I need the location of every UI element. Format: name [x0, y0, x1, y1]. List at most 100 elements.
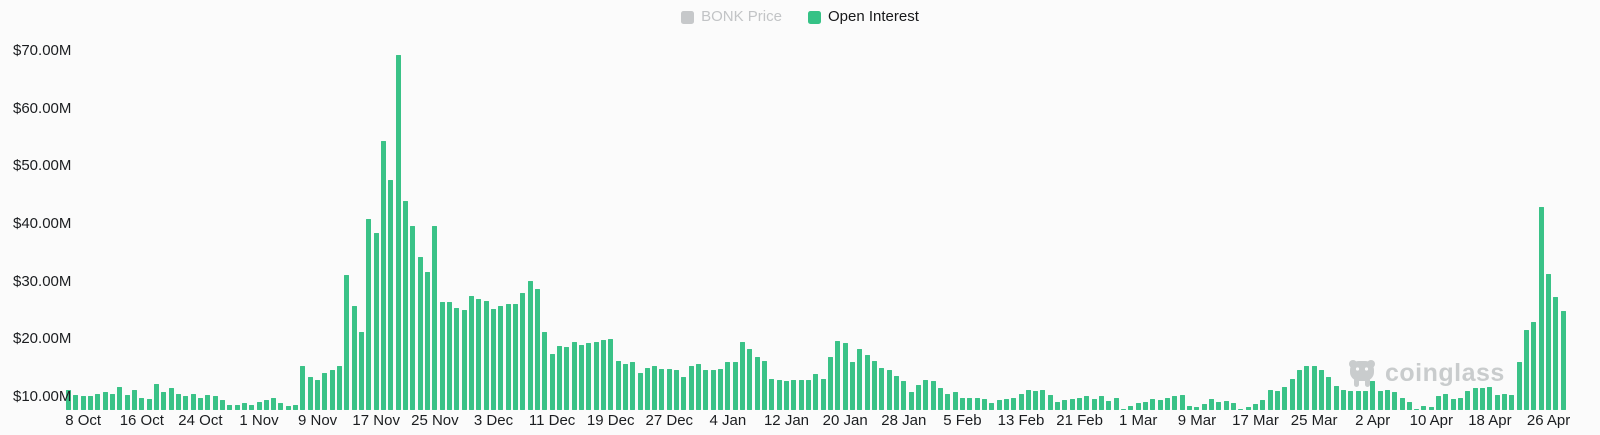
oi-bar[interactable]	[1223, 401, 1229, 410]
oi-bar[interactable]	[1121, 408, 1127, 410]
oi-bar[interactable]	[102, 391, 108, 410]
oi-bar[interactable]	[285, 406, 291, 410]
oi-bar[interactable]	[1165, 397, 1171, 410]
oi-bar[interactable]	[337, 365, 343, 410]
oi-bar[interactable]	[718, 369, 724, 410]
oi-bar[interactable]	[1560, 311, 1566, 410]
oi-bar[interactable]	[1443, 394, 1449, 410]
oi-bar[interactable]	[263, 399, 269, 410]
oi-bar[interactable]	[124, 395, 130, 410]
oi-bar[interactable]	[564, 347, 570, 410]
legend-item-open-interest[interactable]: Open Interest	[807, 8, 919, 26]
oi-bar[interactable]	[681, 376, 687, 410]
oi-bar[interactable]	[1406, 401, 1412, 410]
oi-bar[interactable]	[791, 379, 797, 410]
oi-bar[interactable]	[871, 360, 877, 410]
oi-bar[interactable]	[454, 308, 460, 410]
oi-bar[interactable]	[1304, 365, 1310, 410]
oi-bar[interactable]	[498, 306, 504, 410]
oi-bar[interactable]	[1282, 387, 1288, 410]
oi-bar[interactable]	[168, 387, 174, 410]
oi-bar[interactable]	[1296, 370, 1302, 410]
oi-bar[interactable]	[806, 380, 812, 410]
oi-bar[interactable]	[857, 349, 863, 410]
oi-bar[interactable]	[725, 361, 731, 410]
oi-bar[interactable]	[1230, 403, 1236, 410]
oi-bar[interactable]	[835, 340, 841, 410]
oi-bar[interactable]	[1274, 391, 1280, 410]
oi-bar[interactable]	[703, 369, 709, 410]
oi-bar[interactable]	[432, 225, 438, 410]
oi-bar[interactable]	[908, 391, 914, 410]
oi-bar[interactable]	[813, 373, 819, 410]
oi-bar[interactable]	[351, 305, 357, 410]
oi-bar[interactable]	[1516, 362, 1522, 410]
oi-bar[interactable]	[630, 361, 636, 410]
oi-bar[interactable]	[732, 361, 738, 410]
oi-bar[interactable]	[175, 393, 181, 410]
oi-bar[interactable]	[1421, 406, 1427, 410]
oi-bar[interactable]	[439, 301, 445, 410]
oi-bar[interactable]	[1348, 390, 1354, 410]
oi-bar[interactable]	[842, 343, 848, 410]
oi-bar[interactable]	[1025, 390, 1031, 410]
oi-bar[interactable]	[212, 396, 218, 410]
oi-bar[interactable]	[1055, 401, 1061, 410]
oi-bar[interactable]	[1472, 388, 1478, 410]
oi-bar[interactable]	[161, 391, 167, 410]
oi-bar[interactable]	[505, 304, 511, 410]
oi-bar[interactable]	[1267, 390, 1273, 410]
oi-bar[interactable]	[307, 377, 313, 410]
oi-bar[interactable]	[227, 404, 233, 410]
oi-bar[interactable]	[109, 394, 115, 410]
oi-bar[interactable]	[153, 384, 159, 410]
oi-bar[interactable]	[1179, 395, 1185, 410]
oi-bar[interactable]	[1069, 398, 1075, 410]
oi-bar[interactable]	[776, 380, 782, 410]
oi-bar[interactable]	[534, 288, 540, 410]
oi-bar[interactable]	[959, 397, 965, 410]
oi-bar[interactable]	[974, 398, 980, 410]
oi-bar[interactable]	[1553, 297, 1559, 410]
oi-bar[interactable]	[1011, 398, 1017, 410]
oi-bar[interactable]	[490, 309, 496, 410]
oi-bar[interactable]	[1289, 378, 1295, 410]
oi-bar[interactable]	[1033, 390, 1039, 410]
oi-bar[interactable]	[1465, 391, 1471, 410]
oi-bar[interactable]	[395, 55, 401, 410]
oi-bar[interactable]	[556, 345, 562, 410]
oi-bar[interactable]	[1524, 329, 1530, 410]
oi-bar[interactable]	[278, 403, 284, 410]
oi-bar[interactable]	[608, 339, 614, 410]
oi-bar[interactable]	[315, 380, 321, 410]
oi-bar[interactable]	[1318, 370, 1324, 410]
oi-bar[interactable]	[425, 272, 431, 410]
oi-bar[interactable]	[886, 369, 892, 410]
oi-bar[interactable]	[615, 360, 621, 410]
oi-bar[interactable]	[131, 390, 137, 410]
oi-bar[interactable]	[769, 378, 775, 410]
oi-bar[interactable]	[586, 343, 592, 410]
oi-bar[interactable]	[937, 388, 943, 410]
oi-bar[interactable]	[73, 395, 79, 410]
oi-bar[interactable]	[322, 372, 328, 410]
oi-bar[interactable]	[864, 355, 870, 410]
oi-bar[interactable]	[1538, 206, 1544, 410]
oi-bar[interactable]	[1018, 394, 1024, 410]
oi-bar[interactable]	[688, 366, 694, 410]
oi-bar[interactable]	[923, 380, 929, 410]
oi-bar[interactable]	[366, 218, 372, 410]
oi-bar[interactable]	[762, 361, 768, 410]
oi-bar[interactable]	[893, 376, 899, 410]
oi-bar[interactable]	[1450, 398, 1456, 410]
oi-bar[interactable]	[696, 364, 702, 410]
oi-bar[interactable]	[249, 404, 255, 410]
oi-bar[interactable]	[996, 399, 1002, 410]
oi-bar[interactable]	[1187, 405, 1193, 410]
oi-bar[interactable]	[1062, 399, 1068, 410]
oi-bar[interactable]	[1326, 377, 1332, 410]
oi-bar[interactable]	[644, 368, 650, 410]
oi-bar[interactable]	[1047, 394, 1053, 410]
oi-bar[interactable]	[329, 369, 335, 410]
oi-bar[interactable]	[300, 365, 306, 410]
